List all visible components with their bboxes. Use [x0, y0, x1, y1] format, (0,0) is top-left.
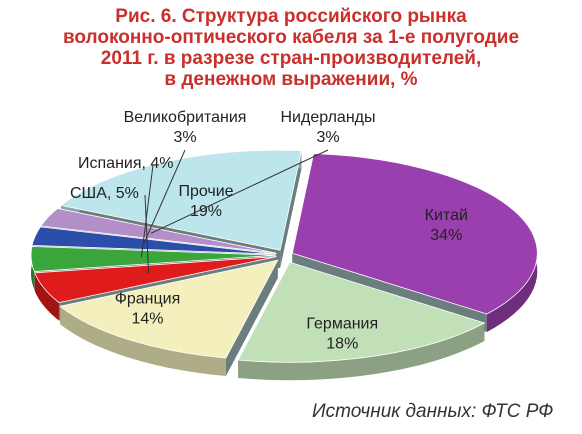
- slice-2-label-value: 18%: [326, 335, 358, 352]
- chart-title-line-2: волоконно-оптического кабеля за 1-е полу…: [62, 27, 520, 48]
- slice-5-top: [30, 246, 277, 272]
- leader-lines: [140, 149, 329, 274]
- slice-8-label-value: 19%: [190, 203, 222, 220]
- slice-8-radial-wall-2: [280, 150, 302, 269]
- slice-4-rim: [34, 272, 59, 321]
- slice-1-top: [291, 153, 538, 315]
- slice-4-leader-line: [144, 194, 150, 274]
- slice-2-top: [237, 261, 486, 363]
- slice-4-label: США, 5%: [70, 185, 139, 202]
- slice-tops: [30, 149, 538, 363]
- slice-8-label-name: Прочие: [178, 183, 233, 200]
- slice-6-leader-line: [143, 149, 186, 245]
- slice-3-top: [59, 259, 279, 359]
- slice-7-top: [40, 208, 277, 254]
- chart-title-line-4: в денежном выражении, %: [164, 69, 418, 90]
- slice-7-label-name: Нидерланды: [281, 109, 376, 126]
- slice-3-label-value: 14%: [131, 311, 163, 328]
- slice-7-leader-line: [150, 149, 329, 234]
- slice-8-top: [60, 149, 302, 251]
- chart-title-line-3: 2011 г. в разрезе стран-производителей,: [100, 48, 482, 69]
- slice-5-label: Испания, 4%: [78, 155, 174, 172]
- chart-title-line-1: Рис. 6. Структура российского рынка: [115, 6, 467, 27]
- slice-1-label-value: 34%: [430, 227, 462, 244]
- slice-2-label-name: Германия: [306, 315, 378, 332]
- slice-labels: Китай 34% Германия 18% Франция 14% США, 5% Испа…: [70, 109, 468, 352]
- slice-6-label-name: Великобритания: [124, 109, 247, 126]
- chart-title: Рис. 6. Структура российского рынка воло…: [0, 6, 582, 90]
- slice-1-label-name: Китай: [425, 207, 468, 224]
- slice-6-label-value: 3%: [173, 129, 196, 146]
- source-note: Источник данных: ФТС РФ: [312, 401, 554, 422]
- slice-3-radial-wall-1: [225, 260, 278, 376]
- slice-4-top: [34, 256, 277, 304]
- slice-6-top: [31, 226, 277, 255]
- slice-3-label-name: Франция: [115, 291, 181, 308]
- slice-7-label-value: 3%: [316, 129, 339, 146]
- slice-5-leader-line: [140, 164, 154, 258]
- slice-3-rim: [60, 306, 226, 376]
- slice-2-rim: [238, 322, 485, 381]
